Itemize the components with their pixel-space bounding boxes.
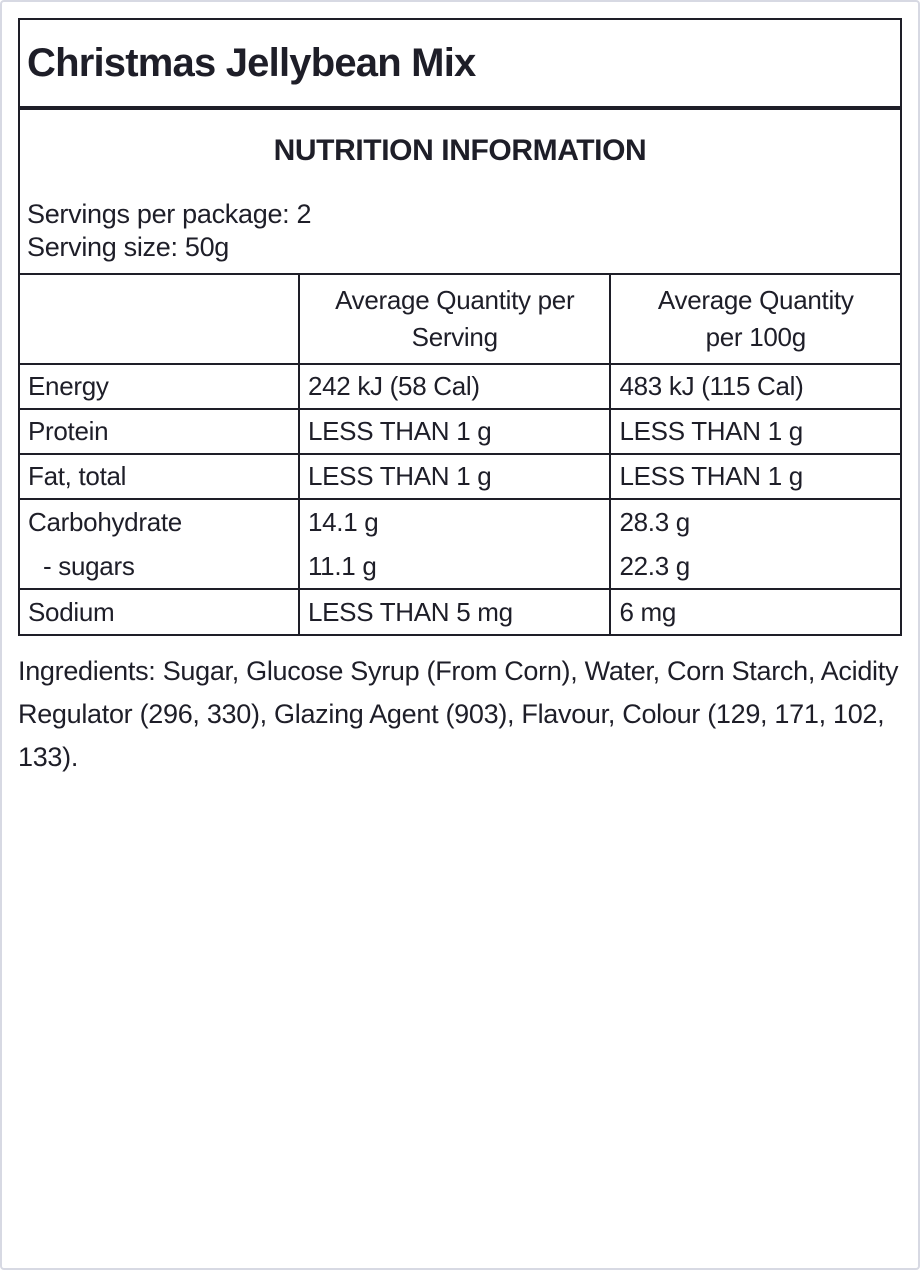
sugars-per-serving: 11.1 g bbox=[307, 551, 377, 581]
table-row-protein: Protein LESS THAN 1 g LESS THAN 1 g bbox=[20, 408, 900, 455]
servings-per-package: Servings per package: 2 bbox=[27, 199, 312, 229]
nutrition-table: Average Quantity per Serving Average Qua… bbox=[20, 273, 900, 634]
row-label: Carbohydrate - sugars bbox=[20, 498, 300, 590]
value-per-serving: 242 kJ (58 Cal) bbox=[297, 363, 612, 410]
value-per-100g: LESS THAN 1 g bbox=[609, 408, 900, 455]
value-per-100g: 28.3 g 22.3 g bbox=[609, 498, 900, 590]
table-row-sodium: Sodium LESS THAN 5 mg 6 mg bbox=[20, 588, 900, 634]
info-section: NUTRITION INFORMATION Servings per packa… bbox=[20, 110, 900, 273]
product-title: Christmas Jellybean Mix bbox=[27, 40, 476, 85]
value-per-100g: LESS THAN 1 g bbox=[609, 453, 900, 500]
ingredients-paragraph: Ingredients: Sugar, Glucose Syrup (From … bbox=[18, 656, 899, 772]
sugars-per-100g: 22.3 g bbox=[619, 551, 690, 581]
sugars-label: - sugars bbox=[43, 551, 135, 581]
nutrition-information-heading: NUTRITION INFORMATION bbox=[273, 134, 647, 167]
header-per-serving: Average Quantity per Serving bbox=[297, 273, 612, 365]
carbohydrate-per-100g: 28.3 g bbox=[619, 507, 690, 537]
nutrition-label-box: Christmas Jellybean Mix NUTRITION INFORM… bbox=[18, 18, 902, 636]
value-per-100g: 6 mg bbox=[609, 588, 900, 634]
corner-cell bbox=[20, 273, 300, 365]
table-header-row: Average Quantity per Serving Average Qua… bbox=[20, 273, 900, 365]
value-per-serving: LESS THAN 1 g bbox=[297, 408, 612, 455]
row-label: Fat, total bbox=[20, 453, 300, 500]
carbohydrate-per-serving: 14.1 g bbox=[307, 507, 379, 537]
table-row-carbohydrate: Carbohydrate - sugars 14.1 g 11.1 g 28.3… bbox=[20, 498, 900, 590]
row-label: Energy bbox=[20, 363, 300, 410]
value-per-100g: 483 kJ (115 Cal) bbox=[609, 363, 900, 410]
serving-size: Serving size: 50g bbox=[27, 232, 230, 262]
header-per-100g: Average Quantity per 100g bbox=[609, 273, 900, 365]
row-label: Sodium bbox=[20, 588, 300, 634]
value-per-serving: LESS THAN 1 g bbox=[297, 453, 612, 500]
value-per-serving: 14.1 g 11.1 g bbox=[297, 498, 612, 590]
value-per-serving: LESS THAN 5 mg bbox=[297, 588, 612, 634]
row-label: Protein bbox=[20, 408, 300, 455]
servings-block: Servings per package: 2 Serving size: 50… bbox=[20, 198, 900, 264]
carbohydrate-label: Carbohydrate bbox=[28, 507, 182, 537]
table-row-fat: Fat, total LESS THAN 1 g LESS THAN 1 g bbox=[20, 453, 900, 500]
title-section: Christmas Jellybean Mix bbox=[20, 20, 900, 110]
table-row-energy: Energy 242 kJ (58 Cal) 483 kJ (115 Cal) bbox=[20, 363, 900, 410]
